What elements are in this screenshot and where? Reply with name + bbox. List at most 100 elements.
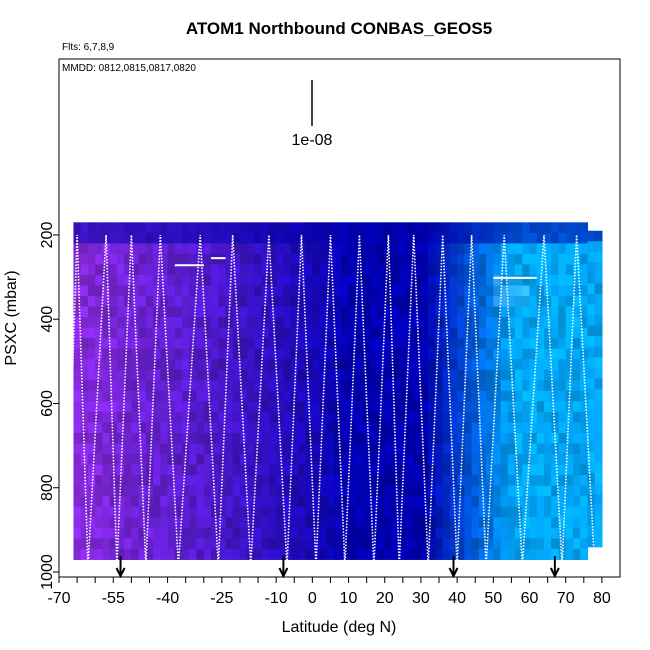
heatmap-cell	[500, 506, 509, 518]
heatmap-cell	[442, 274, 451, 287]
heatmap-cell	[493, 538, 502, 550]
heatmap-cell	[124, 274, 132, 287]
heatmap-cell	[203, 548, 212, 560]
heatmap-cell	[167, 454, 176, 466]
heatmap-cell	[370, 317, 379, 329]
heatmap-cell	[276, 538, 285, 550]
heatmap-cell	[297, 411, 306, 424]
heatmap-cell	[594, 346, 603, 358]
heatmap-cell	[377, 338, 386, 350]
heatmap-cell	[124, 253, 132, 266]
heatmap-cell	[457, 401, 465, 413]
heatmap-cell	[500, 390, 509, 402]
heatmap-cell	[160, 517, 169, 529]
heatmap-cell	[312, 274, 321, 287]
heatmap-cell	[406, 327, 415, 339]
heatmap-cell	[268, 443, 277, 455]
heatmap-cell	[290, 317, 299, 329]
heatmap-cell	[189, 369, 198, 381]
heatmap-cell	[594, 283, 603, 295]
heatmap-cell	[232, 432, 241, 445]
heatmap-cell	[124, 380, 132, 392]
heatmap-cell	[276, 306, 285, 318]
heatmap-cell	[457, 506, 465, 518]
heatmap-cell	[536, 506, 545, 518]
heatmap-cell	[276, 359, 285, 371]
heatmap-cell	[247, 485, 256, 497]
heatmap-cell	[131, 454, 140, 466]
heatmap-cell	[384, 380, 393, 392]
heatmap-cell	[218, 243, 227, 255]
heatmap-cell	[355, 401, 364, 413]
heatmap-cell	[261, 232, 270, 244]
heatmap-cell	[384, 432, 393, 445]
heatmap-cell	[225, 496, 234, 508]
heatmap-cell	[283, 390, 292, 402]
heatmap-cell	[486, 369, 494, 381]
heatmap-cell	[145, 443, 154, 455]
heatmap-cell	[102, 317, 111, 329]
heatmap-cell	[145, 338, 154, 350]
heatmap-cell	[370, 338, 379, 350]
heatmap-cell	[268, 538, 277, 550]
heatmap-cell	[167, 496, 176, 508]
heatmap-cell	[543, 380, 552, 392]
heatmap-cell	[261, 422, 270, 434]
heatmap-cell	[435, 496, 444, 508]
heatmap-cell	[536, 222, 545, 234]
heatmap-cell	[261, 285, 270, 297]
heatmap-cell	[391, 296, 400, 308]
heatmap-cell	[239, 348, 248, 360]
heatmap-cell	[442, 548, 451, 560]
heatmap-cell	[87, 454, 96, 466]
heatmap-cell	[326, 411, 335, 424]
heatmap-cell	[334, 432, 342, 445]
heatmap-cell	[95, 317, 104, 329]
heatmap-cell	[131, 222, 140, 234]
heatmap-cell	[384, 422, 393, 434]
heatmap-cell	[399, 348, 408, 360]
heatmap-cell	[536, 527, 545, 539]
heatmap-cell	[341, 348, 350, 360]
heatmap-cell	[384, 306, 393, 318]
heatmap-cell	[478, 296, 487, 308]
heatmap-cell	[391, 317, 400, 329]
heatmap-cell	[80, 317, 89, 329]
heatmap-cell	[334, 274, 342, 287]
heatmap-cell	[153, 369, 161, 381]
heatmap-cell	[160, 485, 169, 497]
heatmap-cell	[326, 306, 335, 318]
heatmap-cell	[334, 369, 342, 381]
heatmap-cell	[319, 548, 328, 560]
heatmap-cell	[442, 285, 451, 297]
heatmap-cell	[160, 264, 169, 276]
heatmap-cell	[261, 327, 270, 339]
heatmap-cell	[124, 411, 132, 424]
heatmap-cell	[283, 338, 292, 350]
heatmap-cell	[254, 222, 263, 234]
heatmap-cell	[160, 296, 169, 308]
heatmap-cell	[435, 274, 444, 287]
heatmap-cell	[420, 390, 429, 402]
heatmap-cell	[160, 380, 169, 392]
heatmap-cell	[565, 285, 574, 297]
heatmap-cell	[174, 338, 183, 350]
heatmap-cell	[464, 338, 473, 350]
heatmap-cell	[116, 496, 125, 508]
heatmap-cell	[536, 338, 545, 350]
heatmap-cell	[515, 538, 523, 550]
heatmap-cell	[95, 496, 104, 508]
heatmap-cell	[268, 243, 277, 255]
heatmap-cell	[225, 464, 234, 476]
heatmap-cell	[442, 475, 451, 487]
heatmap-cell	[102, 464, 111, 476]
heatmap-cell	[442, 496, 451, 508]
heatmap-cell	[558, 401, 567, 413]
heatmap-cell	[102, 517, 111, 529]
heatmap-cell	[529, 517, 538, 529]
heatmap-cell	[384, 222, 393, 234]
heatmap-cell	[363, 464, 371, 476]
heatmap-cell	[391, 390, 400, 402]
heatmap-cell	[370, 401, 379, 413]
heatmap-cell	[572, 274, 581, 287]
